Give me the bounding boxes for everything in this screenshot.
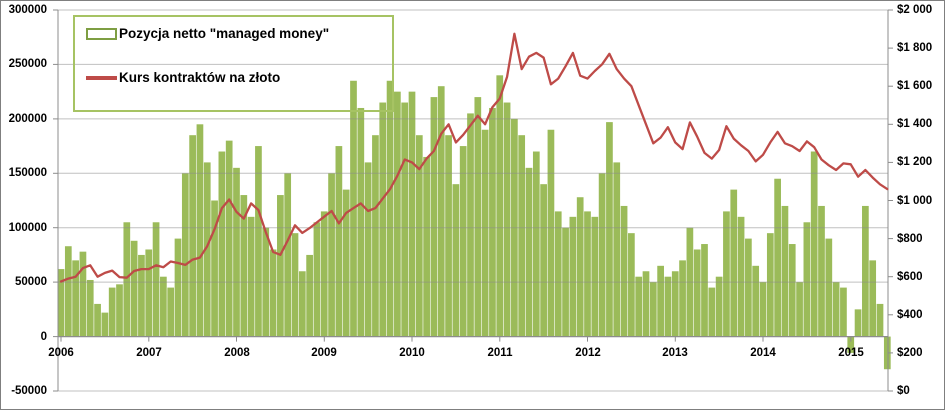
x-axis-tick-label: 2012 xyxy=(575,347,601,359)
right-axis-tick-label: $1 600 xyxy=(897,80,933,92)
left-axis-tick-label: 200000 xyxy=(8,113,47,125)
right-axis-tick-label: $0 xyxy=(897,385,910,397)
left-axis-tick-label: 100000 xyxy=(8,222,47,234)
x-axis-tick-label: 2008 xyxy=(224,347,250,359)
legend-label-managed-money: Pozycja netto "managed money" xyxy=(119,26,330,41)
legend-item-managed-money: Pozycja netto "managed money" xyxy=(86,26,392,41)
x-axis-tick-label: 2010 xyxy=(399,347,425,359)
left-axis-tick-label: -50000 xyxy=(11,385,47,397)
right-axis-tick-label: $600 xyxy=(897,271,923,283)
left-axis-tick-label: 250000 xyxy=(8,58,47,70)
x-axis-tick-label: 2007 xyxy=(136,347,162,359)
right-axis-tick-label: $1 000 xyxy=(897,195,933,207)
legend-label-gold-price: Kurs kontraktów na złoto xyxy=(119,70,281,85)
x-axis-tick-label: 2014 xyxy=(750,347,776,359)
x-axis-tick-label: 2013 xyxy=(662,347,688,359)
x-axis-tick-label: 2006 xyxy=(48,347,74,359)
right-axis-tick-label: $1 400 xyxy=(897,118,933,130)
left-axis-tick-label: 300000 xyxy=(8,4,47,16)
right-axis-tick-label: $200 xyxy=(897,347,923,359)
x-axis-tick-label: 2009 xyxy=(311,347,337,359)
legend: Pozycja netto "managed money" Kurs kontr… xyxy=(73,15,394,112)
right-axis-tick-label: $1 200 xyxy=(897,156,933,168)
right-axis-tick-label: $2 000 xyxy=(897,4,933,16)
bar-series-swatch-icon xyxy=(86,27,117,40)
x-axis-tick-label: 2011 xyxy=(487,347,513,359)
line-series-swatch-icon xyxy=(86,75,117,80)
right-axis-tick-label: $800 xyxy=(897,233,923,245)
left-axis-tick-label: 0 xyxy=(40,331,47,343)
right-axis-tick-label: $400 xyxy=(897,309,923,321)
left-axis-tick-label: 50000 xyxy=(15,276,47,288)
x-axis-tick-label: 2015 xyxy=(838,347,864,359)
left-axis-tick-label: 150000 xyxy=(8,167,47,179)
right-axis-tick-label: $1 800 xyxy=(897,42,933,54)
legend-item-gold-price: Kurs kontraktów na złoto xyxy=(86,70,392,85)
